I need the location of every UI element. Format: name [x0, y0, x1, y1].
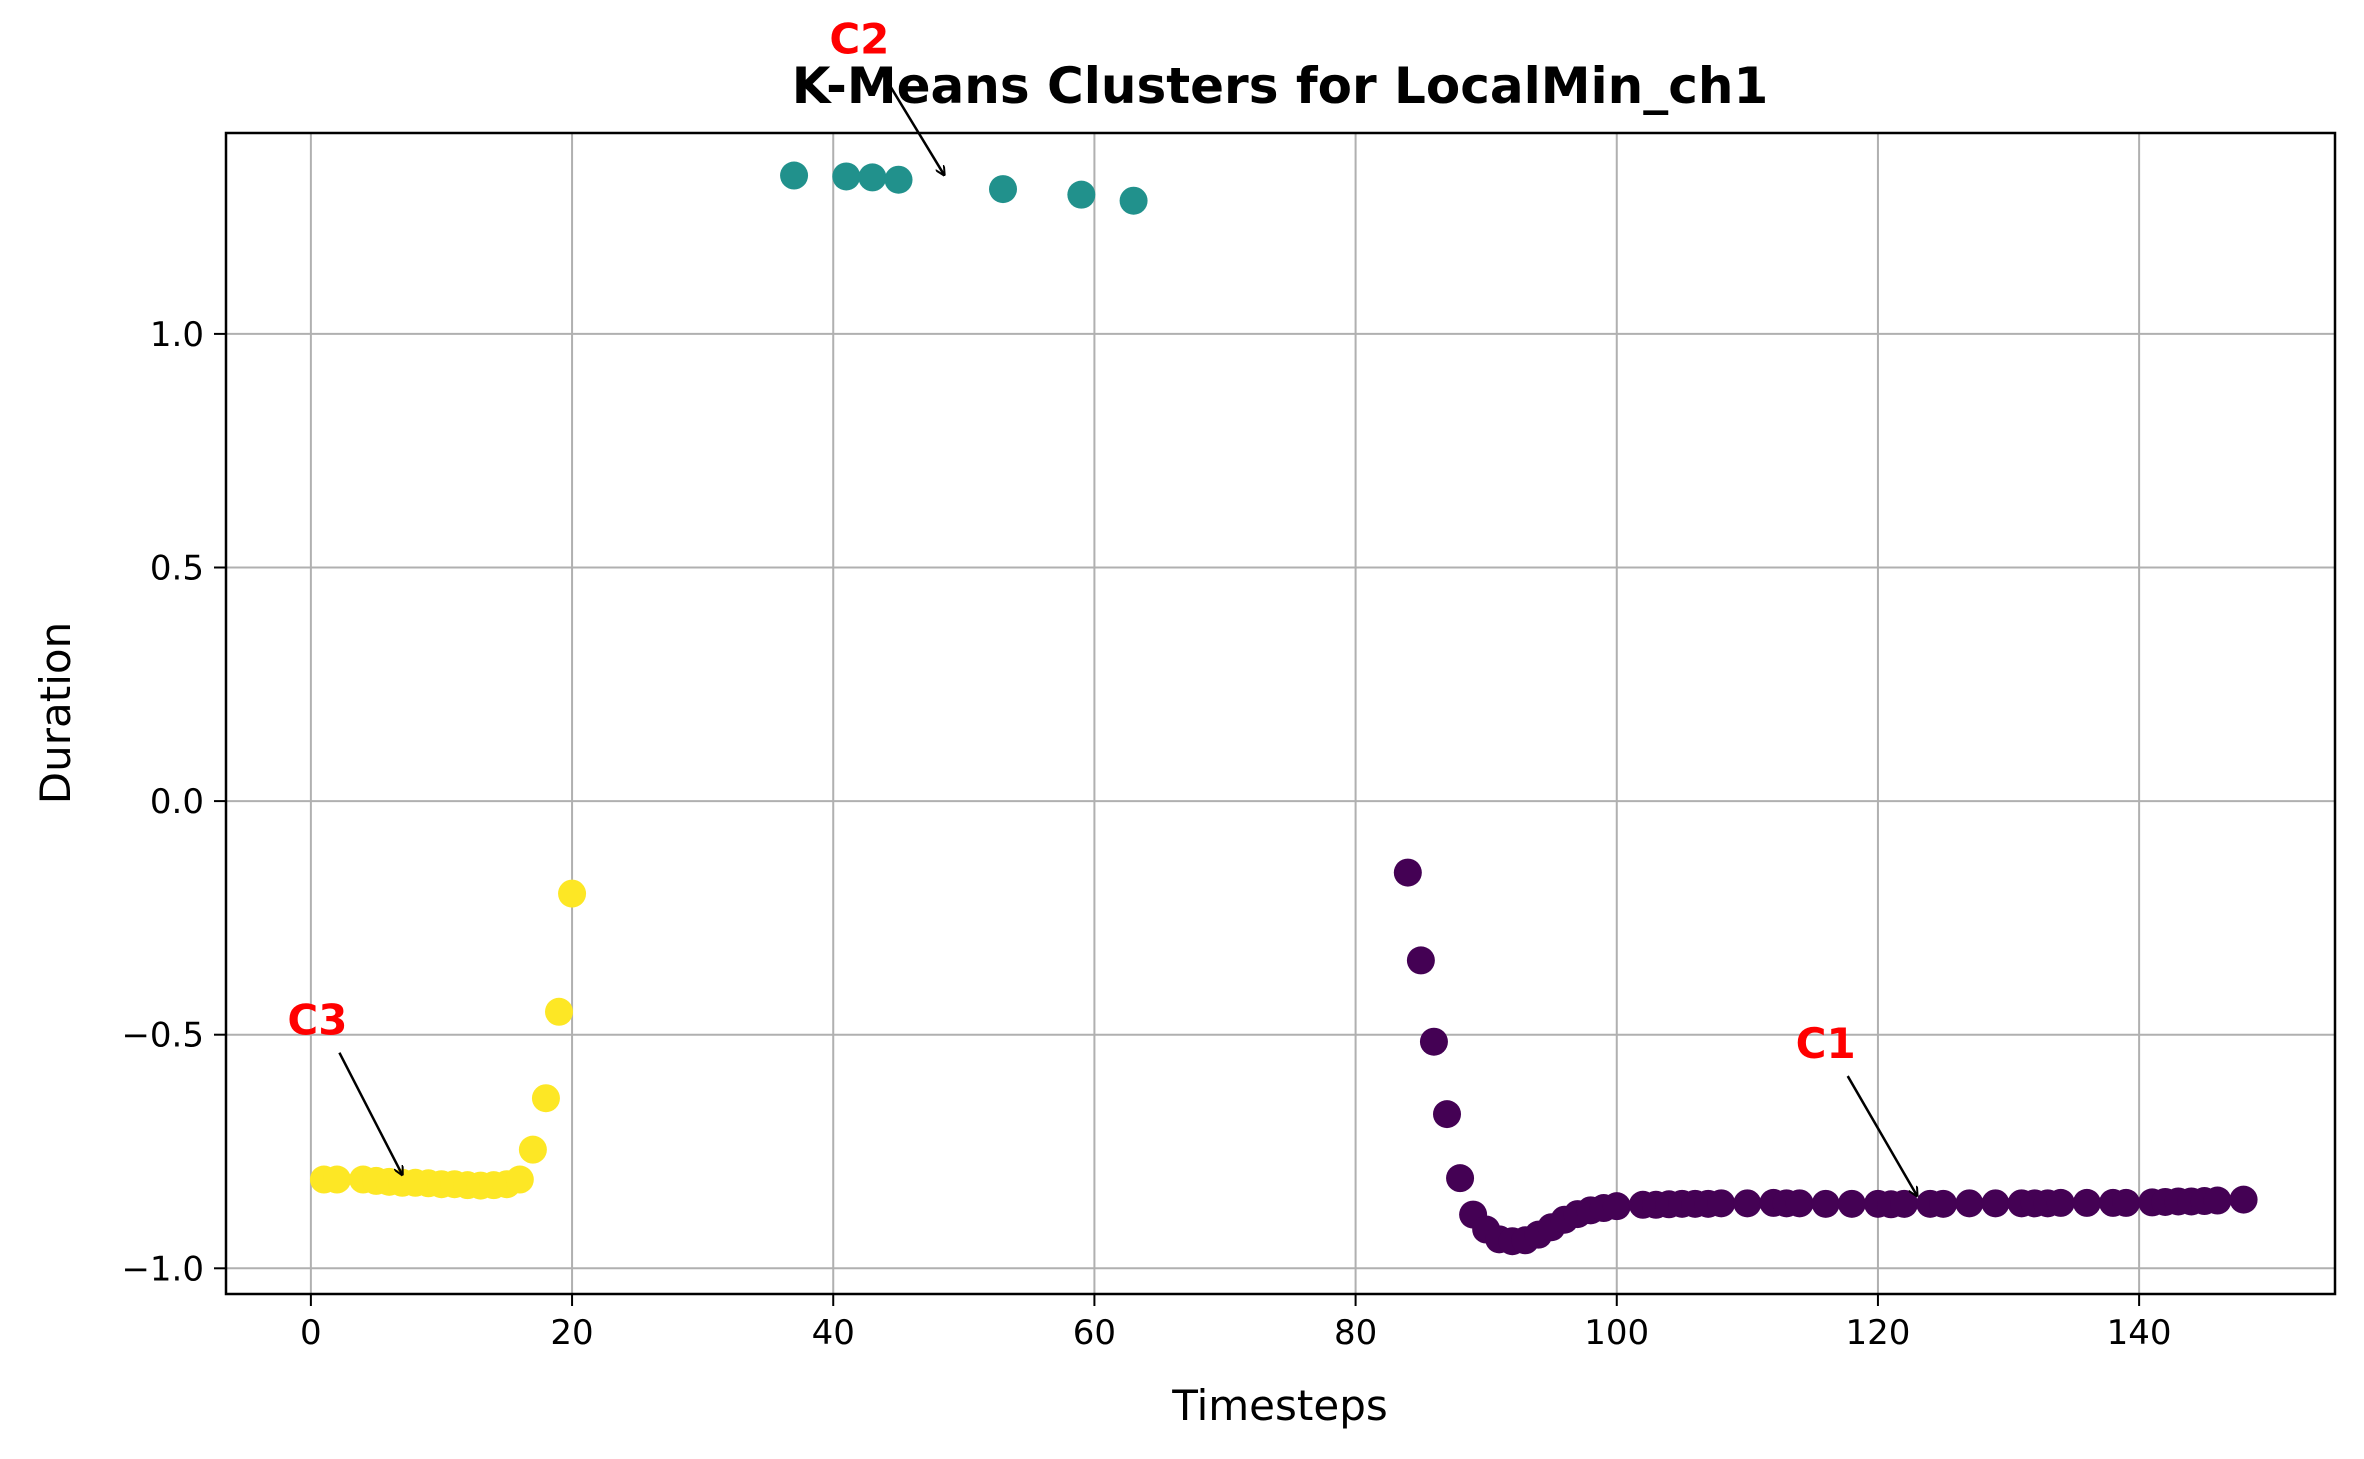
- x-tick-label: 120: [1845, 1313, 1910, 1353]
- scatter-point-c3: [505, 1165, 534, 1194]
- scatter-point-c1: [1811, 1189, 1840, 1218]
- x-tick-label: 80: [1334, 1313, 1377, 1353]
- annotation-arrow: [1846, 1075, 1917, 1196]
- scatter-point-c2: [780, 161, 809, 190]
- annotation-arrow: [880, 70, 944, 175]
- scatter-point-c1: [1602, 1192, 1631, 1221]
- grid-layer: [226, 133, 2335, 1294]
- scatter-point-c1: [1393, 858, 1422, 887]
- scatter-point-c1: [1707, 1189, 1736, 1218]
- scatter-point-c2: [1119, 186, 1148, 215]
- scatter-point-c1: [1446, 1164, 1475, 1193]
- scatter-point-c1: [1837, 1189, 1866, 1218]
- scatter-point-c1: [1733, 1189, 1762, 1218]
- scatter-point-c3: [545, 997, 573, 1026]
- y-tick-label: 0.0: [150, 782, 204, 822]
- x-tick-label: 0: [300, 1313, 322, 1353]
- annotation-label-c1: C1: [1796, 1019, 1856, 1068]
- scatter-point-c1: [1955, 1189, 1984, 1218]
- scatter-point-c1: [2229, 1185, 2258, 1214]
- scatter-point-c1: [2203, 1186, 2232, 1215]
- scatter-point-c3: [531, 1084, 560, 1113]
- annotation-arrow: [338, 1052, 402, 1175]
- x-tick-label: 140: [2107, 1313, 2172, 1353]
- x-tick-label: 60: [1073, 1313, 1116, 1353]
- scatter-point-c2: [832, 162, 861, 191]
- annotation-label-c2: C2: [829, 15, 889, 64]
- annot-layer: C3 C2 C1: [287, 15, 1917, 1196]
- x-tick-label: 40: [812, 1313, 855, 1353]
- scatter-point-c1: [2046, 1188, 2075, 1217]
- chart-title: K-Means Clusters for LocalMin_ch1: [792, 57, 1769, 115]
- y-tick-label: 0.5: [150, 548, 204, 588]
- scatter-point-c3: [558, 879, 587, 908]
- scatter-point-c1: [1419, 1027, 1448, 1056]
- scatter-point-c2: [989, 175, 1017, 204]
- scatter-point-c1: [2112, 1188, 2141, 1217]
- y-tick-label: −1.0: [121, 1249, 204, 1289]
- point-layer: [309, 161, 2258, 1256]
- x-tick-label: 100: [1584, 1313, 1649, 1353]
- scatter-point-c2: [884, 165, 913, 194]
- scatter-point-c1: [1406, 946, 1435, 975]
- scatter-point-c1: [1981, 1189, 2010, 1218]
- tick-layer: 0 20 40 60 80 100 120 140 −1.0 −0.5 0.0 0.5 1.0: [121, 315, 2171, 1353]
- y-axis-label: Duration: [31, 622, 80, 804]
- scatter-point-c3: [323, 1165, 351, 1194]
- scatter-point-c2: [858, 163, 887, 192]
- scatter-point-c1: [1785, 1189, 1814, 1218]
- y-tick-label: −0.5: [121, 1016, 204, 1056]
- annotation-label-c3: C3: [287, 996, 347, 1045]
- scatter-point-c1: [1929, 1189, 1958, 1218]
- x-tick-label: 20: [550, 1313, 593, 1353]
- scatter-point-c1: [2072, 1188, 2101, 1217]
- scatter-point-c3: [518, 1135, 547, 1164]
- scatter-point-c2: [1067, 180, 1096, 209]
- scatter-point-c1: [1890, 1189, 1919, 1218]
- x-axis-label: Timesteps: [1171, 1381, 1388, 1430]
- y-tick-label: 1.0: [150, 315, 204, 355]
- plot-frame: [224, 131, 2337, 1296]
- scatter-point-c1: [1433, 1100, 1461, 1129]
